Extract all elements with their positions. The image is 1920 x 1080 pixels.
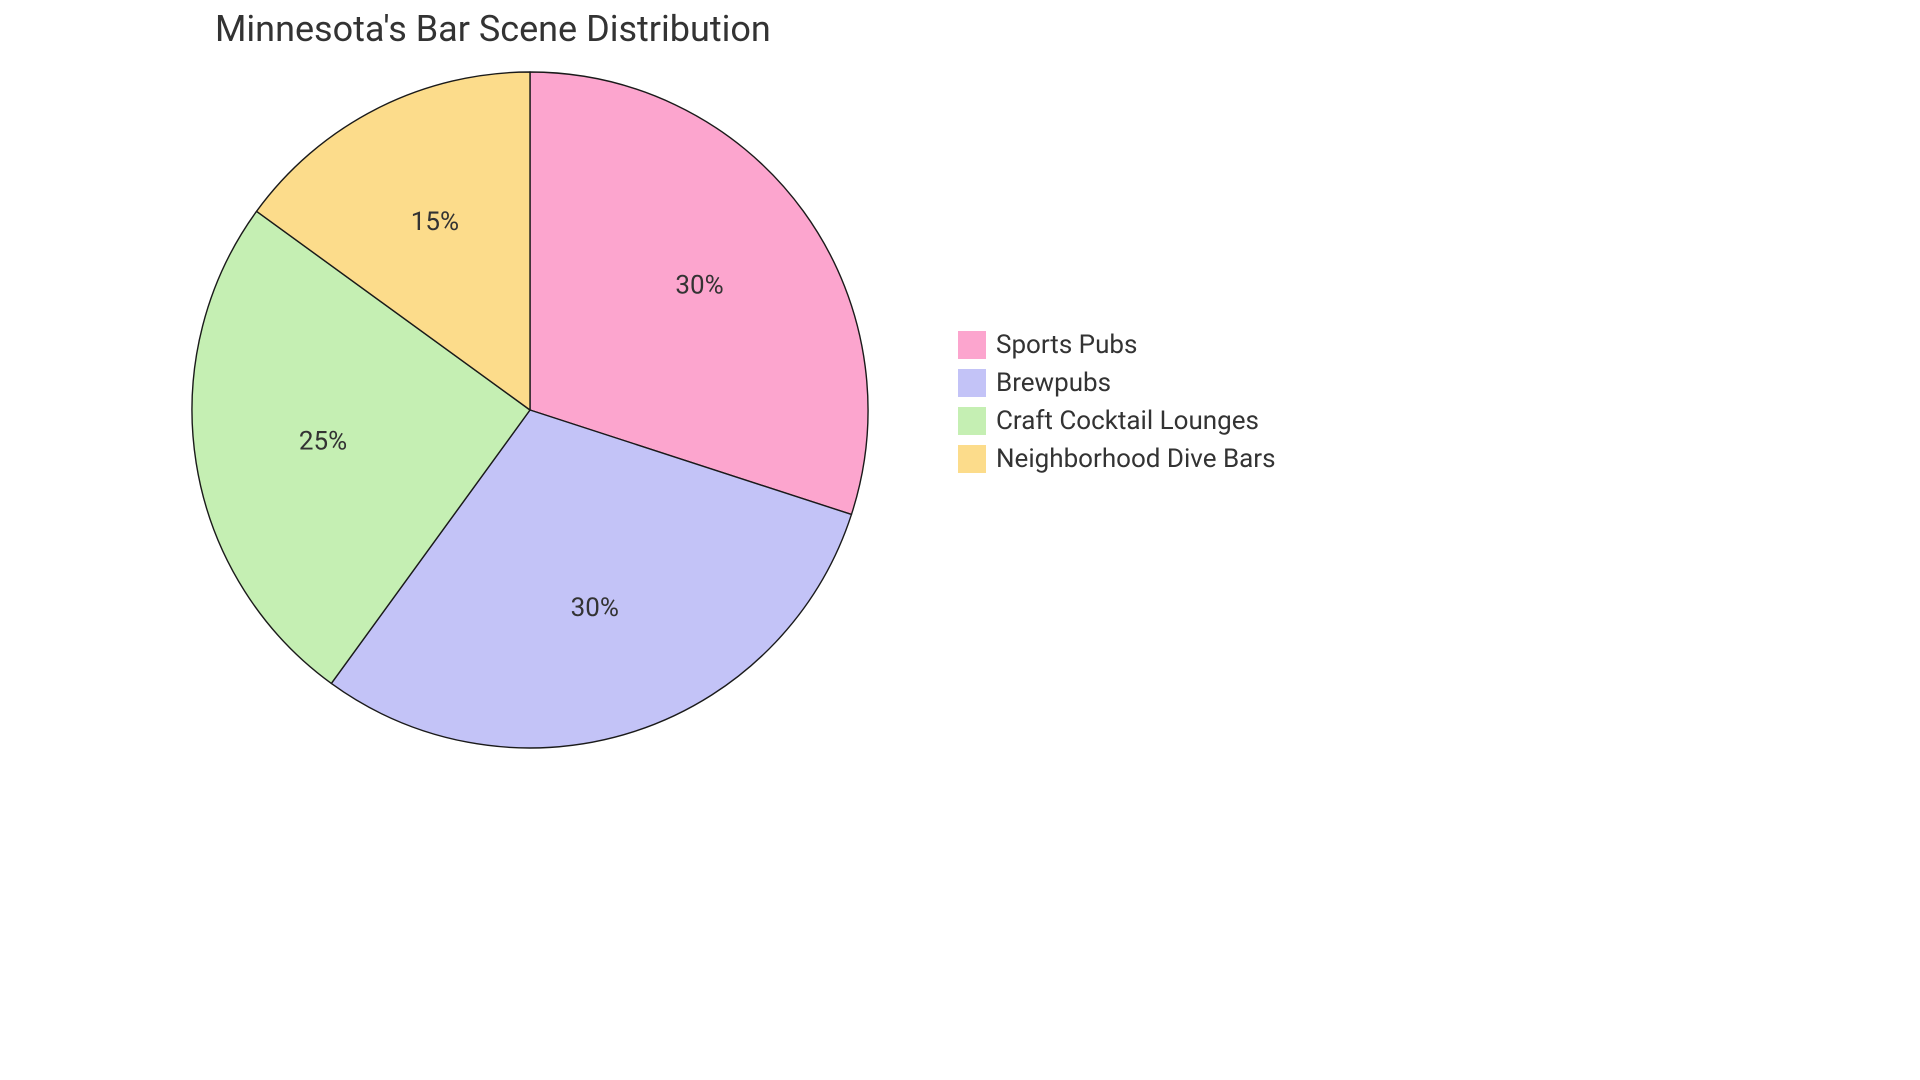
slice-label-2: 25% [299,427,347,457]
legend: Sports Pubs Brewpubs Craft Cocktail Lounge… [958,330,1276,474]
legend-item-2: Craft Cocktail Lounges [958,406,1276,436]
legend-item-3: Neighborhood Dive Bars [958,444,1276,474]
chart-stage: Minnesota's Bar Scene Distribution 30%30… [0,0,1440,800]
legend-swatch-0 [958,331,986,359]
pie-svg: 30% 30% 25% 15% [0,0,872,752]
legend-swatch-3 [958,445,986,473]
legend-label-0: Sports Pubs [996,330,1137,360]
legend-label-2: Craft Cocktail Lounges [996,406,1259,436]
legend-swatch-2 [958,407,986,435]
slice-label-0: 30% [675,271,723,301]
pie-chart: 30% 30% 25% 15% [0,0,872,756]
legend-swatch-1 [958,369,986,397]
legend-item-1: Brewpubs [958,368,1276,398]
legend-label-1: Brewpubs [996,368,1111,398]
slice-label-1: 30% [571,593,619,623]
legend-item-0: Sports Pubs [958,330,1276,360]
slice-label-3: 15% [411,207,459,237]
legend-label-3: Neighborhood Dive Bars [996,444,1276,474]
